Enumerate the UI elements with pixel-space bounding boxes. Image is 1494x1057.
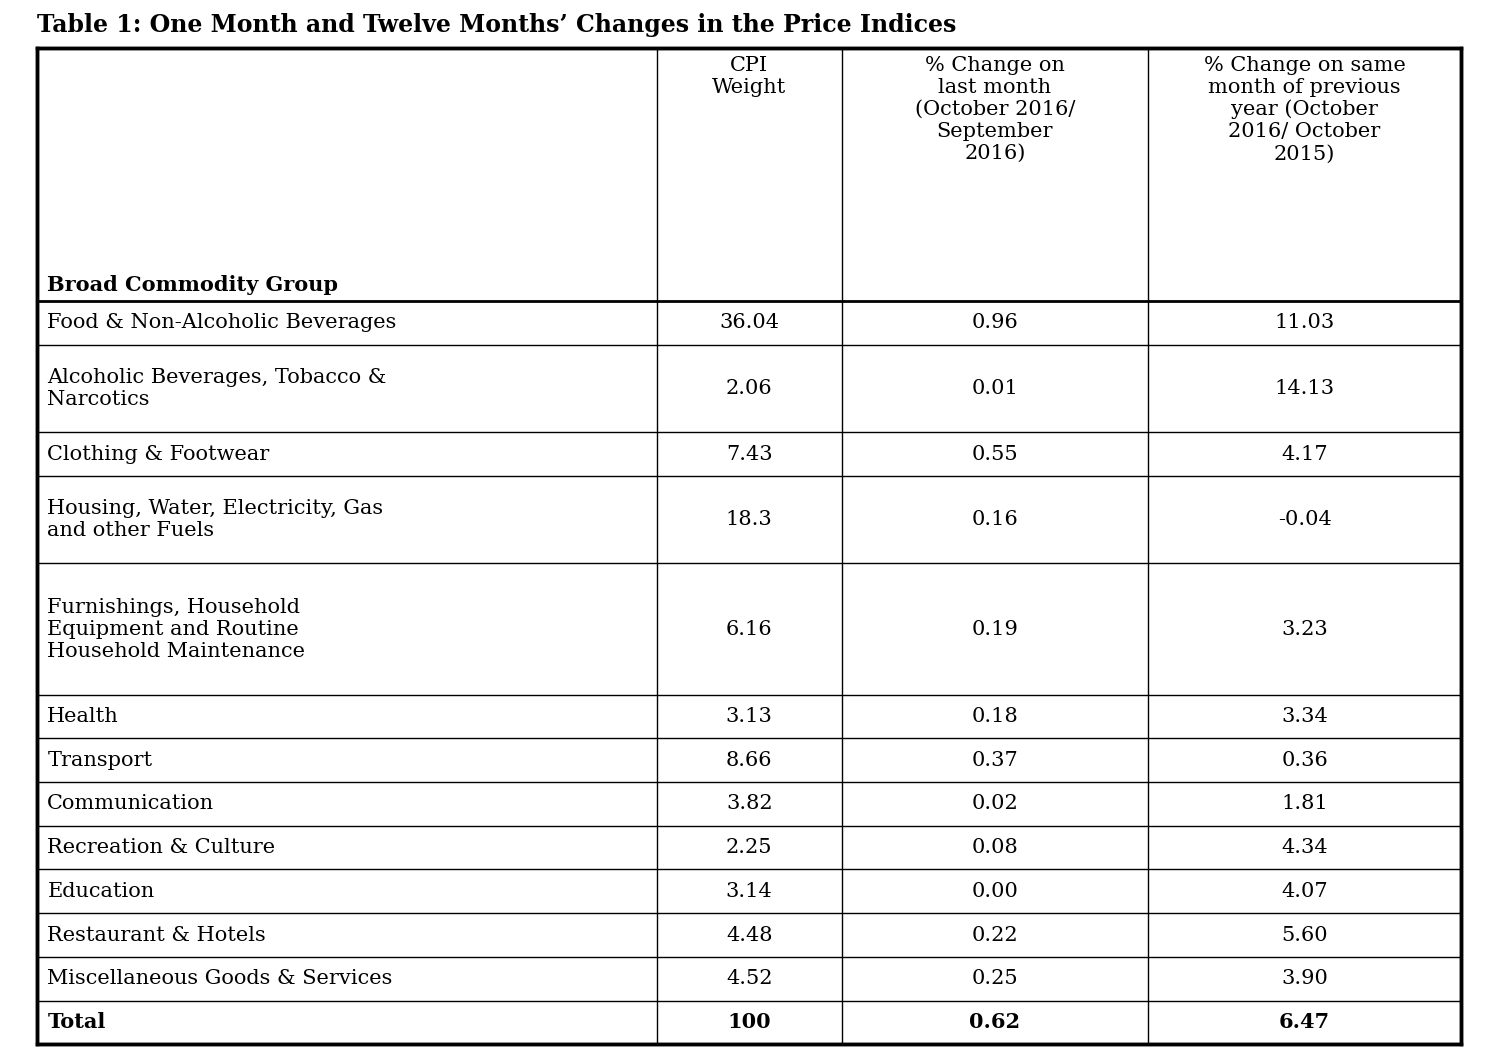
Text: 0.16: 0.16 — [971, 511, 1019, 530]
Text: Miscellaneous Goods & Services: Miscellaneous Goods & Services — [48, 969, 393, 988]
Text: 8.66: 8.66 — [726, 750, 772, 769]
Text: 0.00: 0.00 — [971, 882, 1019, 901]
Text: 3.23: 3.23 — [1282, 619, 1328, 638]
Text: 14.13: 14.13 — [1274, 379, 1334, 398]
Text: 5.60: 5.60 — [1282, 926, 1328, 945]
Text: % Change on same
month of previous
year (October
2016/ October
2015): % Change on same month of previous year … — [1204, 56, 1406, 164]
Text: Health: Health — [48, 707, 120, 726]
Text: % Change on
last month
(October 2016/
September
2016): % Change on last month (October 2016/ Se… — [914, 56, 1076, 163]
Text: Furnishings, Household
Equipment and Routine
Household Maintenance: Furnishings, Household Equipment and Rou… — [48, 597, 305, 661]
Text: Housing, Water, Electricity, Gas
and other Fuels: Housing, Water, Electricity, Gas and oth… — [48, 499, 384, 540]
Text: 4.48: 4.48 — [726, 926, 772, 945]
Text: 3.82: 3.82 — [726, 795, 772, 814]
Text: Alcoholic Beverages, Tobacco &
Narcotics: Alcoholic Beverages, Tobacco & Narcotics — [48, 368, 387, 409]
Text: Food & Non-Alcoholic Beverages: Food & Non-Alcoholic Beverages — [48, 314, 397, 333]
Text: 0.96: 0.96 — [971, 314, 1019, 333]
Text: 4.17: 4.17 — [1282, 445, 1328, 464]
Text: 7.43: 7.43 — [726, 445, 772, 464]
Text: Education: Education — [48, 882, 154, 901]
Text: Restaurant & Hotels: Restaurant & Hotels — [48, 926, 266, 945]
Text: 0.02: 0.02 — [971, 795, 1019, 814]
Text: Transport: Transport — [48, 750, 152, 769]
Text: Clothing & Footwear: Clothing & Footwear — [48, 445, 269, 464]
Text: 1.81: 1.81 — [1282, 795, 1328, 814]
Text: CPI
Weight: CPI Weight — [713, 56, 786, 96]
Text: 0.22: 0.22 — [971, 926, 1017, 945]
Text: 0.37: 0.37 — [971, 750, 1019, 769]
Text: 0.19: 0.19 — [971, 619, 1019, 638]
Text: 2.06: 2.06 — [726, 379, 772, 398]
Text: 0.36: 0.36 — [1282, 750, 1328, 769]
Text: 11.03: 11.03 — [1274, 314, 1334, 333]
Text: 36.04: 36.04 — [719, 314, 780, 333]
Text: Table 1: One Month and Twelve Months’ Changes in the Price Indices: Table 1: One Month and Twelve Months’ Ch… — [37, 13, 956, 37]
Text: 3.90: 3.90 — [1280, 969, 1328, 988]
Text: Recreation & Culture: Recreation & Culture — [48, 838, 275, 857]
Text: -0.04: -0.04 — [1277, 511, 1331, 530]
Text: 0.25: 0.25 — [971, 969, 1017, 988]
Text: 3.34: 3.34 — [1282, 707, 1328, 726]
Text: 4.07: 4.07 — [1282, 882, 1328, 901]
Text: 2.25: 2.25 — [726, 838, 772, 857]
Text: 0.62: 0.62 — [970, 1013, 1020, 1033]
Text: 3.13: 3.13 — [726, 707, 772, 726]
Text: Communication: Communication — [48, 795, 215, 814]
Text: Total: Total — [48, 1013, 106, 1033]
Text: 100: 100 — [728, 1013, 771, 1033]
Text: 3.14: 3.14 — [726, 882, 772, 901]
Text: 0.08: 0.08 — [971, 838, 1019, 857]
Text: 4.34: 4.34 — [1282, 838, 1328, 857]
Text: 0.01: 0.01 — [971, 379, 1019, 398]
Text: 6.47: 6.47 — [1279, 1013, 1330, 1033]
Text: 18.3: 18.3 — [726, 511, 772, 530]
Text: 6.16: 6.16 — [726, 619, 772, 638]
Text: 4.52: 4.52 — [726, 969, 772, 988]
Text: 0.55: 0.55 — [971, 445, 1017, 464]
Text: Broad Commodity Group: Broad Commodity Group — [48, 275, 338, 295]
Text: 0.18: 0.18 — [971, 707, 1019, 726]
